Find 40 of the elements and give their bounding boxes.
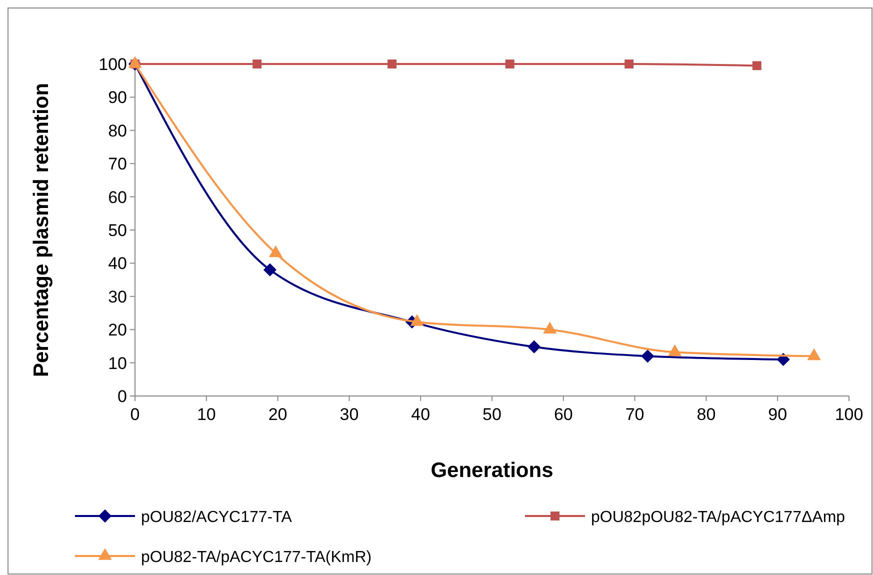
point bbox=[528, 340, 541, 354]
x-tick-label: 70 bbox=[625, 405, 644, 424]
y-tick-label: 0 bbox=[118, 387, 127, 406]
point bbox=[252, 60, 262, 68]
point bbox=[641, 350, 654, 363]
point bbox=[624, 60, 634, 68]
point bbox=[668, 344, 682, 356]
legend-label: pOU82pOU82-TA/pACYC177ΔAmp bbox=[591, 509, 846, 526]
point bbox=[807, 348, 821, 360]
y-tick-label: 40 bbox=[108, 254, 127, 274]
y-tick-label: 50 bbox=[108, 221, 127, 240]
x-tick-label: 50 bbox=[482, 405, 502, 424]
y-tick-label: 100 bbox=[98, 55, 127, 74]
point bbox=[263, 263, 277, 276]
x-tick-label: 10 bbox=[196, 405, 216, 424]
y-tick-label: 70 bbox=[108, 154, 127, 174]
x-tick-label: 0 bbox=[130, 405, 140, 424]
x-tick-label: 40 bbox=[411, 405, 430, 424]
point bbox=[505, 60, 514, 68]
y-axis-title: Percentage plasmid retention bbox=[30, 82, 53, 378]
x-tick-label: 60 bbox=[554, 405, 573, 424]
y-tick-label: 90 bbox=[108, 88, 127, 108]
x-axis-title: Generations bbox=[430, 459, 554, 482]
point bbox=[388, 60, 397, 68]
x-tick-label: 80 bbox=[696, 405, 716, 424]
y-tick-label: 80 bbox=[108, 121, 127, 140]
x-tick-label: 100 bbox=[834, 405, 864, 424]
point bbox=[543, 322, 557, 334]
y-tick-label: 60 bbox=[108, 188, 127, 207]
y-tick-label: 20 bbox=[108, 320, 127, 340]
legend-label: pOU82-TA/pACYC177-TA(KmR) bbox=[141, 549, 372, 566]
legend-label: pOU82/ACYC177-TA bbox=[141, 509, 292, 526]
y-tick-label: 10 bbox=[108, 354, 127, 373]
point bbox=[410, 314, 424, 326]
y-tick-label: 30 bbox=[108, 287, 127, 306]
x-tick-label: 30 bbox=[340, 405, 359, 424]
point bbox=[752, 61, 762, 70]
x-tick-label: 20 bbox=[268, 405, 288, 424]
x-tick-label: 90 bbox=[768, 405, 788, 424]
point bbox=[268, 245, 282, 258]
